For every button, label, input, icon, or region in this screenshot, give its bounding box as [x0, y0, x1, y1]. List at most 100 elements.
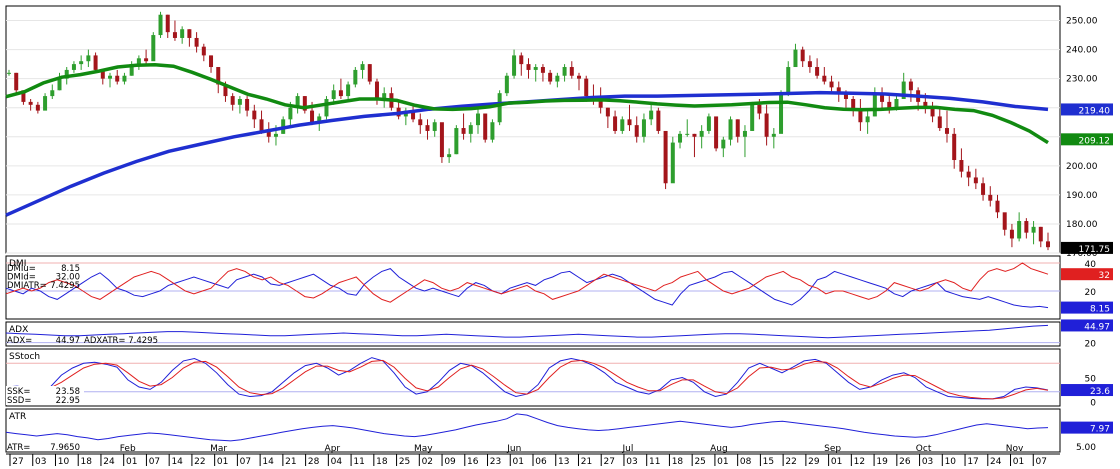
candle-body [577, 75, 582, 79]
x-month-label: Apr [325, 444, 341, 454]
candle-body [685, 133, 690, 135]
candle-body [584, 78, 589, 97]
candle-body [172, 32, 177, 38]
candle-body [880, 93, 885, 102]
candle-body [995, 200, 1000, 213]
candle-body [165, 14, 170, 33]
candle-body [1009, 229, 1014, 239]
candle-body [158, 14, 163, 36]
candle-body [201, 46, 206, 56]
candle-body [230, 96, 235, 105]
candle-body [245, 98, 250, 111]
x-day-label: 27 [603, 457, 614, 467]
x-day-label: 07 [149, 457, 160, 467]
candle-body [721, 139, 726, 149]
candle-body [678, 133, 683, 143]
candle-body [663, 130, 668, 184]
x-day-label: 22 [194, 457, 205, 467]
candle-body [468, 125, 473, 134]
candle-body [822, 75, 827, 82]
candle-body [981, 183, 986, 195]
panel-frame-price [5, 5, 1061, 254]
adx-tick-label: 20 [1085, 340, 1097, 350]
ma-short-value-bg [1061, 133, 1113, 146]
candle-body [252, 110, 257, 120]
dmi-readout-value: 32.00 [56, 273, 80, 283]
candle-body [439, 122, 444, 158]
ma-long-value: 219.40 [1079, 106, 1111, 116]
candle-body [295, 96, 300, 108]
x-day-label: 16 [467, 457, 479, 467]
x-day-label: 11 [353, 457, 364, 467]
candle-body [692, 133, 697, 137]
candle-body [901, 81, 906, 99]
candle-body [475, 113, 480, 126]
candle-body [973, 177, 978, 184]
candle-body [829, 81, 834, 88]
candle-body [223, 84, 228, 97]
price-tick-label: 250.00 [1066, 17, 1098, 27]
candle-body [555, 75, 560, 82]
dmi-tick-label: 40 [1085, 260, 1097, 270]
axis-labels: 250.00240.00230.00220.00210.00200.00190.… [6, 17, 1113, 467]
candle-body [64, 69, 69, 79]
candle-body [865, 116, 870, 123]
adx-readout-label: ADX= [7, 336, 32, 346]
candle-body [908, 81, 913, 91]
candle-body [757, 104, 762, 114]
candle-body [288, 107, 293, 120]
adx-atr-label: ADXATR= [84, 336, 126, 346]
candle-body [1038, 226, 1043, 242]
candle-body [699, 130, 704, 137]
candle-body [952, 133, 957, 161]
candle-body [216, 67, 221, 85]
candle-body [548, 72, 553, 82]
x-day-label: 14 [262, 457, 274, 467]
x-day-label: 03 [922, 457, 933, 467]
adx-atr-value: 7.4295 [128, 336, 158, 346]
candle-body [750, 104, 755, 131]
x-day-label: 04 [331, 457, 343, 467]
panel-frame-sstoch [5, 348, 1061, 407]
dmi-readout-label: DMId= [7, 273, 36, 283]
atr-readout-value: 7.9650 [50, 443, 80, 453]
atr-title: ATR [9, 412, 26, 422]
candle-body [50, 90, 55, 97]
candle-body [497, 93, 502, 123]
candle-body [836, 87, 841, 94]
candle-body [562, 67, 567, 76]
x-month-label: Sep [824, 444, 841, 454]
candle-body [136, 58, 141, 65]
x-day-label: 17 [967, 457, 978, 467]
candle-body [872, 93, 877, 117]
candle-body [894, 98, 899, 108]
dmi-title: DMI [9, 259, 26, 269]
candle-body [851, 98, 856, 111]
dmi-minus-line [5, 262, 1049, 303]
candle-body [771, 133, 776, 137]
candle-body [793, 49, 798, 68]
x-day-label: 03 [626, 457, 637, 467]
candle-body [382, 93, 387, 99]
candle-body [302, 96, 307, 111]
ma-short-line [5, 62, 1049, 145]
dmi-readout-value: 7.4295 [50, 281, 80, 291]
x-month-label: May [414, 444, 433, 454]
candle-body [504, 75, 509, 94]
candle-body [714, 116, 719, 149]
candle-body [1017, 221, 1022, 239]
atr-value: 7.97 [1090, 425, 1110, 435]
dmi-tick-label: 20 [1085, 288, 1097, 298]
candle-body [923, 101, 928, 108]
candle-body [35, 104, 40, 111]
candle-body [310, 110, 315, 123]
adx-readout-value: 44.97 [56, 336, 80, 346]
candle-body [86, 55, 91, 62]
candle-body [959, 160, 964, 172]
candle-body [14, 72, 19, 91]
x-month-label: Nov [1006, 444, 1024, 454]
sstoch-value: 23.6 [1090, 387, 1110, 397]
candle-body [79, 61, 84, 65]
candle-body [937, 116, 942, 129]
panel-frame-adx [5, 321, 1061, 347]
